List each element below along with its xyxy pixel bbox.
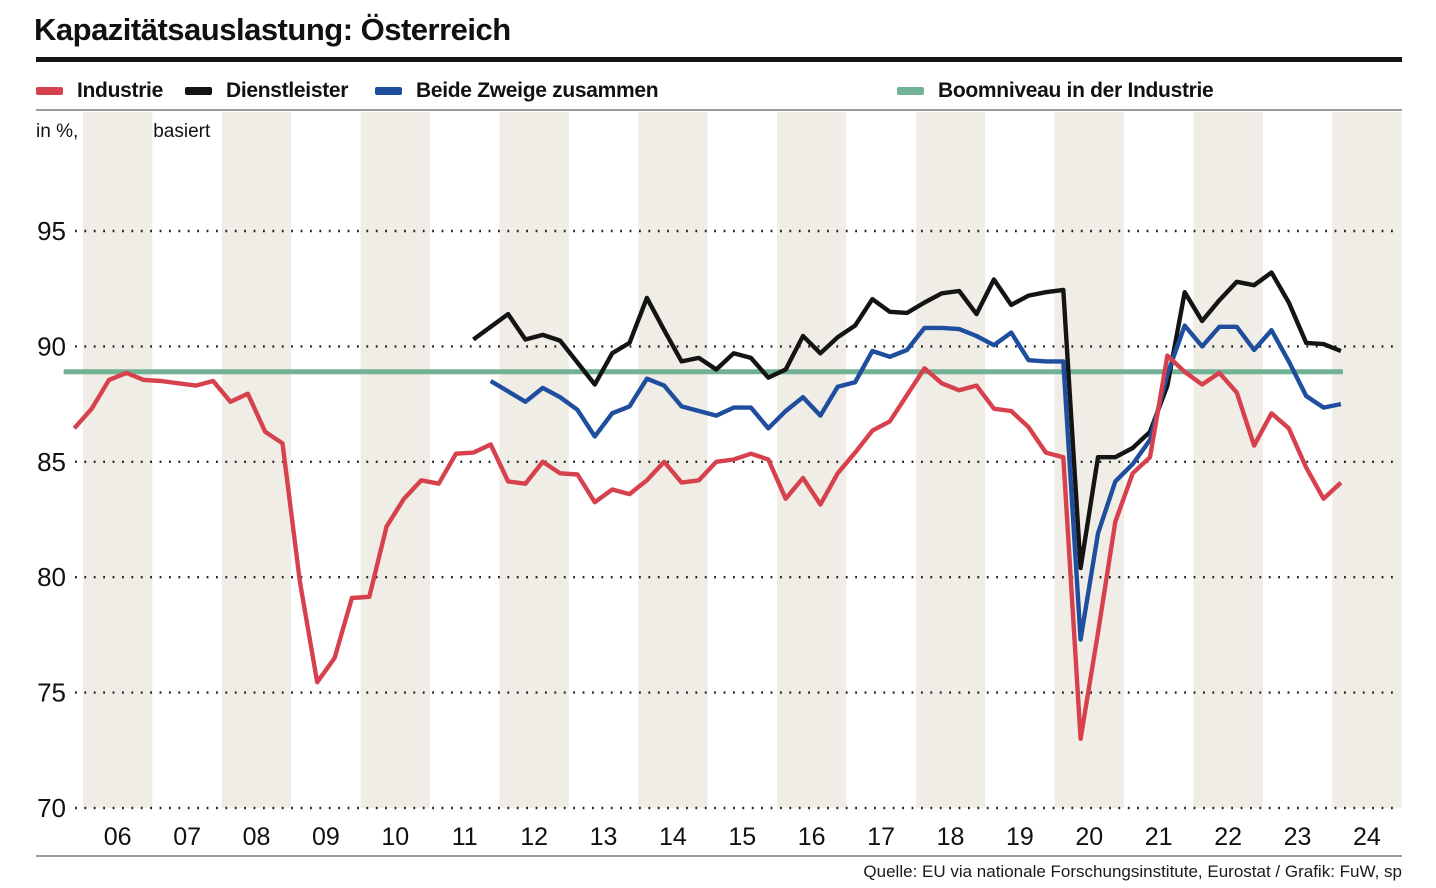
- x-tick-label-08: 08: [243, 823, 271, 851]
- y-tick-label: 95: [37, 216, 66, 246]
- page-title: Kapazitätsauslastung: Österreich: [34, 12, 511, 47]
- y-tick-label: 85: [37, 447, 66, 477]
- x-tick-label-20: 20: [1075, 823, 1103, 851]
- series-beide-zweige-zusammen: [489, 323, 1342, 642]
- source-note: Quelle: EU via nationale Forschungsinsti…: [863, 862, 1402, 881]
- legend-swatch-dienstleister: [185, 87, 212, 95]
- x-tick-label-09: 09: [312, 823, 340, 851]
- y-tick-label: 90: [37, 331, 66, 361]
- x-tick-label-21: 21: [1145, 823, 1173, 851]
- title-divider-bar: [36, 57, 1402, 62]
- year-stripe-18: [915, 112, 986, 808]
- x-tick-label-16: 16: [798, 823, 826, 851]
- x-tick-label-13: 13: [590, 823, 618, 851]
- year-stripe-10: [360, 112, 430, 808]
- x-tick-label-19: 19: [1006, 823, 1034, 851]
- x-tick-label-17: 17: [867, 823, 895, 851]
- legend-divider-rule: [36, 109, 1402, 111]
- year-stripe-24: [1332, 112, 1402, 808]
- legend-item-industrie: Industrie: [36, 74, 163, 108]
- y-tick-label: 75: [37, 678, 66, 708]
- x-tick-label-06: 06: [104, 823, 132, 851]
- legend-swatch-boomniveau-in-der-industrie: [897, 87, 924, 95]
- y-tick-label: 70: [37, 793, 66, 823]
- x-axis-labels: 06 07 08 09 10 11 12 13 14 15 16 17 18 19 20 21 22 23 24: [104, 823, 1381, 851]
- year-stripes: [83, 112, 1402, 808]
- x-tick-label-23: 23: [1284, 823, 1312, 851]
- year-stripe-16: [777, 112, 847, 808]
- x-tick-label-10: 10: [381, 823, 409, 851]
- legend-label: Boomniveau in der Industrie: [938, 79, 1214, 102]
- series-industrie: [72, 353, 1343, 741]
- x-tick-label-15: 15: [728, 823, 756, 851]
- legend-item-dienstleister: Dienstleister: [185, 74, 348, 108]
- year-stripe-06: [83, 112, 153, 808]
- legend-swatch-beide-zweige-zusammen: [375, 87, 402, 95]
- legend-item-boomniveau-in-der-industrie: Boomniveau in der Industrie: [897, 74, 1214, 108]
- year-stripe-12: [499, 112, 569, 808]
- legend-label: Dienstleister: [226, 79, 349, 102]
- year-stripe-22: [1193, 112, 1263, 808]
- x-tick-label-12: 12: [520, 823, 548, 851]
- series-dienstleister: [472, 270, 1342, 571]
- legend-swatch-industrie: [36, 87, 63, 95]
- x-tick-label-07: 07: [173, 823, 201, 851]
- x-tick-label-14: 14: [659, 823, 687, 851]
- y-axis-labels: 95 90 85 80 75 70: [37, 216, 66, 823]
- x-tick-label-24: 24: [1353, 823, 1381, 851]
- legend-label: Beide Zweige zusammen: [416, 79, 659, 102]
- year-stripe-08: [221, 112, 292, 808]
- x-tick-label-22: 22: [1214, 823, 1242, 851]
- year-stripe-14: [638, 112, 708, 808]
- legend-label: Industrie: [77, 79, 163, 102]
- y-tick-label: 80: [37, 562, 66, 592]
- legend-item-beide-zweige-zusammen: Beide Zweige zusammen: [375, 74, 659, 108]
- x-tick-label-11: 11: [452, 823, 478, 851]
- footer-divider-rule: [36, 855, 1402, 857]
- legend: Industrie Dienstleister Beide Zweige zusam…: [0, 74, 1436, 108]
- x-tick-label-18: 18: [937, 823, 965, 851]
